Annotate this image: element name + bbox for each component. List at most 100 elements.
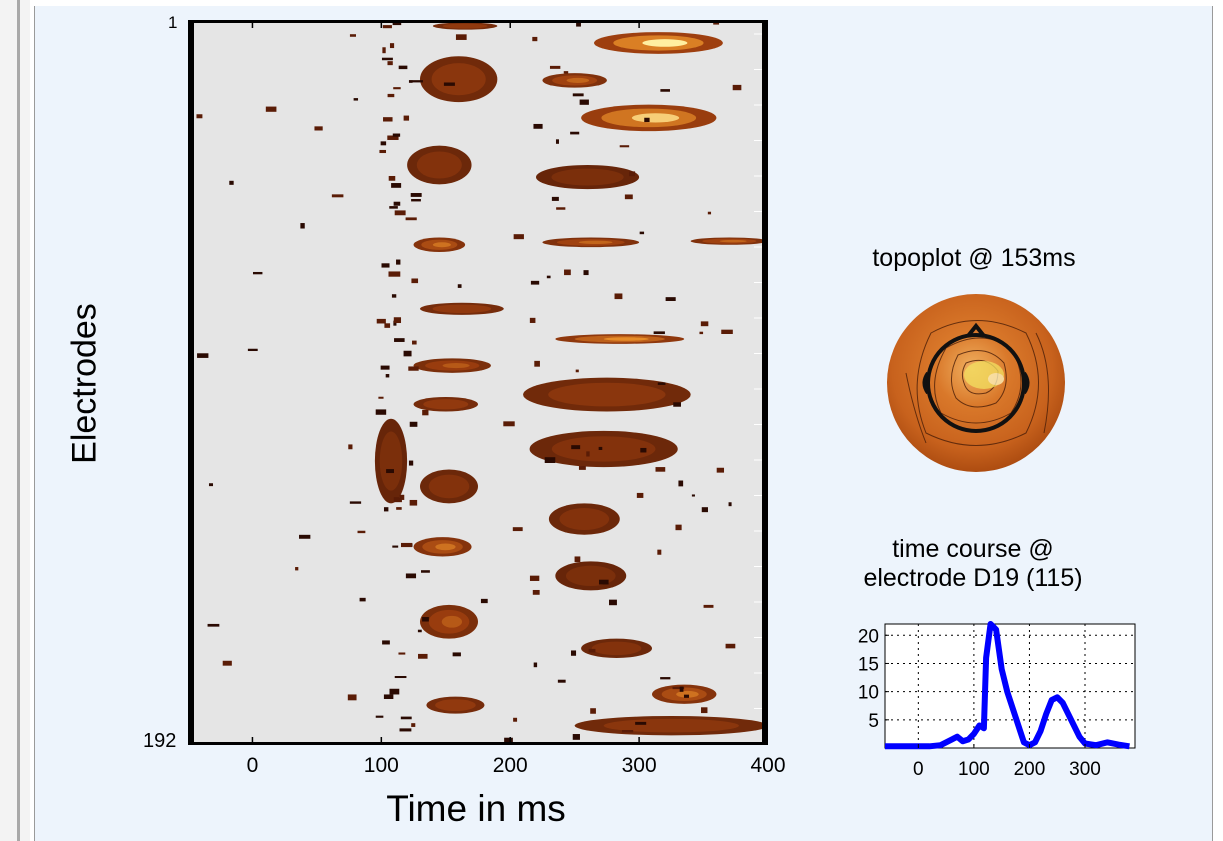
heatmap-blob-layer (374, 22, 768, 736)
heatmap-speck (725, 643, 736, 649)
heatmap-speck (375, 409, 387, 415)
timecourse-line (885, 621, 1130, 750)
heatmap-speck (408, 80, 413, 83)
heatmap-speck (408, 366, 419, 371)
heatmap-speck (532, 589, 540, 595)
heatmap-speck (388, 175, 396, 181)
heatmap-speck (703, 604, 714, 608)
heatmap-speck (570, 131, 580, 135)
heatmap-speck (513, 717, 518, 722)
heatmap-speck (389, 43, 395, 49)
timecourse-x-tick-label: 100 (958, 759, 990, 780)
heatmap-speck (619, 145, 630, 148)
x-tick-label: 200 (492, 754, 528, 777)
timecourse-y-tick-label: 10 (858, 683, 879, 704)
heatmap-speck (405, 217, 417, 221)
heatmap-speck (393, 320, 397, 326)
heatmap-speck (579, 99, 589, 105)
heatmap-speck (417, 629, 422, 633)
heatmap-speck (380, 141, 387, 146)
heatmap-speck (621, 730, 634, 733)
heatmap-speck (265, 106, 277, 112)
heatmap-speck (655, 467, 666, 472)
timecourse-series (885, 621, 1130, 750)
heatmap-speck (513, 234, 524, 240)
heatmap-speck (405, 573, 417, 579)
heatmap-speck (639, 231, 645, 235)
heatmap-blob-core-24 (435, 699, 476, 712)
heatmap-speck (563, 71, 569, 74)
heatmap-speck (533, 662, 538, 668)
heatmap-speck (629, 171, 636, 177)
heatmap-speck (691, 494, 695, 497)
heatmap-speck (381, 263, 390, 268)
heatmap-speck (376, 318, 386, 324)
heatmap-speck (653, 331, 665, 335)
heatmap-speck (572, 93, 584, 97)
x-tick-label: 0 (246, 754, 259, 777)
heatmap-speck (546, 275, 551, 279)
heatmap-speck (707, 211, 712, 215)
heatmap-speck (732, 84, 742, 91)
heatmap-speck (398, 65, 408, 70)
timecourse-grid (885, 624, 1135, 748)
heatmap-speck (570, 650, 577, 656)
heatmap-speck (590, 708, 596, 714)
heatmap-speck (399, 728, 412, 732)
heatmap-speck (583, 270, 589, 276)
heatmap-speck (586, 451, 590, 457)
heatmap-speck (532, 36, 538, 42)
heatmap-speck (530, 280, 540, 285)
heatmap-speck (385, 374, 390, 378)
heatmap-speck (660, 677, 671, 680)
heatmap-speck (387, 61, 393, 66)
heatmap-speck (331, 194, 344, 198)
heatmap-speck (394, 338, 405, 342)
heatmap-blob-core-5 (416, 151, 462, 179)
heatmap-speck (644, 117, 650, 123)
heatmap-blob-core-6 (551, 168, 624, 186)
heatmap-speck (393, 201, 401, 206)
heatmap-speck (683, 694, 690, 698)
heatmap-speck (383, 694, 394, 700)
heatmap-speck (393, 87, 401, 90)
heatmap-speck (383, 117, 393, 122)
heatmap-blob-core-17 (428, 474, 470, 499)
window-divider (17, 0, 20, 841)
heatmap-speck (571, 445, 581, 450)
heatmap-speck (636, 492, 644, 498)
heatmap-blob-core-10 (432, 304, 492, 314)
heatmap-speck (422, 617, 429, 622)
heatmap-speck (660, 89, 670, 92)
heatmap-speck (564, 269, 571, 276)
timecourse-ticks: 0 100 200 300 5 10 15 20 (858, 626, 1101, 780)
heatmap-speck (252, 271, 263, 275)
heatmap-speck (457, 284, 462, 288)
heatmap-blob-peak-7 (432, 242, 451, 248)
heatmap-speck (701, 507, 708, 513)
heatmap-speck (359, 597, 366, 602)
heatmap-speck (300, 223, 305, 229)
heatmap-speck (391, 294, 397, 298)
heatmap-speck (422, 409, 429, 416)
heatmap-speck (208, 483, 214, 487)
heatmap-blob-core-15 (379, 431, 403, 491)
heatmap-speck (222, 660, 232, 666)
heatmap-blob-peak-11 (603, 337, 649, 341)
heatmap-blob-peak-21 (441, 615, 463, 628)
topoplot-title: topoplot @ 153ms (872, 244, 1076, 272)
y-tick-layer (754, 33, 762, 709)
heatmap-speck (512, 527, 523, 532)
heatmap-speck (295, 567, 299, 571)
heatmap-speck (382, 25, 392, 29)
heatmap-speck (403, 115, 410, 121)
heatmap-speck (699, 331, 704, 335)
topoplot-head-map (887, 294, 1065, 472)
heatmap-speck (701, 707, 708, 714)
heatmap-background (188, 20, 768, 745)
heatmap-speck (555, 139, 559, 144)
heatmap-speck (386, 469, 394, 474)
heatmap-speck (598, 579, 609, 585)
heatmap-blob-core-22 (591, 641, 642, 656)
heatmap-speck (480, 598, 488, 604)
